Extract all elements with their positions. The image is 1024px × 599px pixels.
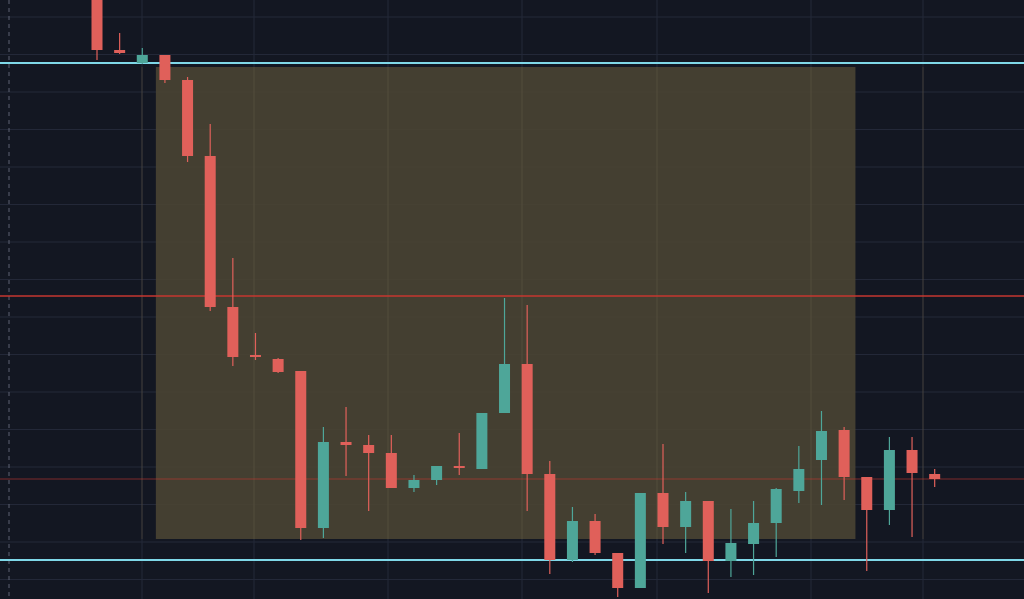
candle-body-down [702, 501, 714, 561]
candle-body-down [521, 364, 533, 474]
candle-body-down [385, 453, 397, 488]
candle-body-down [906, 450, 918, 473]
candle-body-up [476, 413, 488, 469]
candle-body-up [634, 493, 646, 588]
candle-body-down [838, 430, 850, 477]
candle-body-up [408, 480, 420, 488]
candle-body-down [249, 355, 261, 357]
candle-body-down [295, 371, 307, 528]
candle-body-down [159, 55, 171, 80]
candle-body-up [815, 431, 827, 460]
candle-body-down [363, 445, 375, 453]
candle-body-down [929, 474, 941, 479]
zone-rectangle [155, 67, 856, 539]
candle-body-down [612, 553, 624, 588]
candle-body-down [91, 0, 103, 50]
candle-body-up [136, 55, 148, 63]
candle-body-up [793, 469, 805, 491]
candle-body-down [114, 50, 126, 53]
candle-body-up [883, 450, 895, 510]
candle-body-up [566, 521, 578, 560]
candle-body-down [544, 474, 556, 560]
candle-body-up [748, 523, 760, 544]
candle-body-down [861, 477, 873, 510]
candle-body-down [182, 80, 194, 156]
candle-body-down [272, 359, 284, 372]
candle-body-up [770, 489, 782, 523]
candle-body-up [317, 442, 329, 528]
candle-body-down [340, 442, 352, 445]
candle-body-down [204, 156, 216, 307]
candle-body-up [499, 364, 511, 413]
candle-body-up [431, 466, 443, 480]
candle-body-down [657, 493, 669, 527]
candle-body-down [589, 521, 601, 553]
candle-body-down [227, 307, 239, 357]
candle-body-down [453, 466, 465, 468]
candle-body-up [725, 543, 737, 561]
candle-body-up [680, 501, 692, 527]
